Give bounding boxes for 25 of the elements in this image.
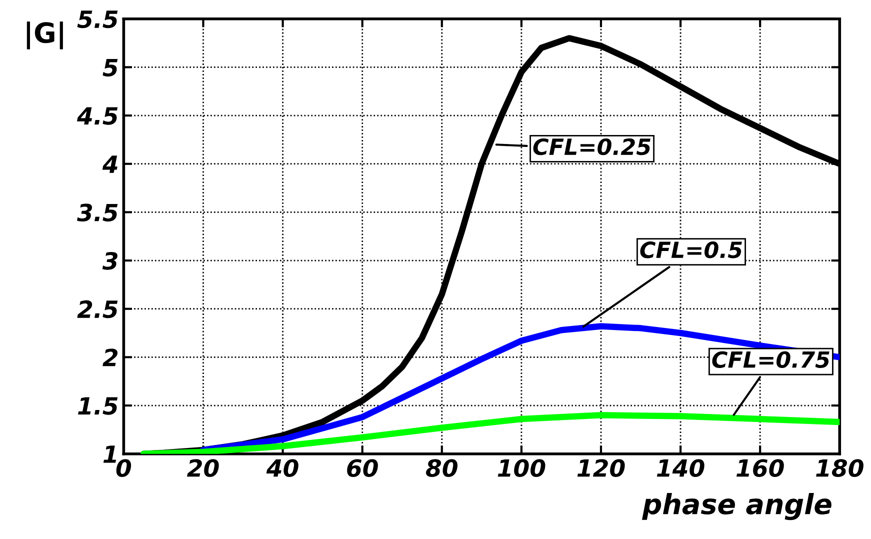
y-tick-label: 2.5 (77, 300, 118, 318)
y-tick-label: 1.5 (78, 397, 118, 415)
x-tick-label: 40 (266, 459, 298, 477)
y-tick-label: 4 (102, 156, 118, 173)
annotation: CFL=0.75 (712, 351, 830, 368)
y-tick-label: 1 (103, 446, 116, 463)
x-axis-title: phase angle (642, 492, 832, 520)
x-tick-label: 80 (426, 459, 458, 477)
x-tick-label: 20 (186, 459, 219, 477)
x-tick-label: 180 (816, 459, 864, 477)
x-tick-label: 100 (498, 459, 546, 477)
x-tick-label: 60 (347, 459, 378, 477)
y-tick-label: 5.5 (77, 10, 118, 28)
annotation: CFL=0.25 (533, 138, 650, 156)
x-tick-label: 140 (656, 459, 704, 477)
y-tick-label: 3 (102, 252, 118, 270)
x-tick-label: 0 (116, 459, 132, 477)
annotation: CFL=0.5 (640, 241, 742, 258)
y-tick-label: 5 (102, 58, 118, 76)
x-tick-label: 160 (736, 459, 784, 477)
x-tick-label: 120 (577, 459, 625, 477)
y-tick-label: 3.5 (76, 204, 118, 222)
y-axis-title: |G| (26, 22, 63, 50)
y-tick-label: 4.5 (76, 107, 118, 125)
y-tick-label: 2 (102, 348, 118, 366)
